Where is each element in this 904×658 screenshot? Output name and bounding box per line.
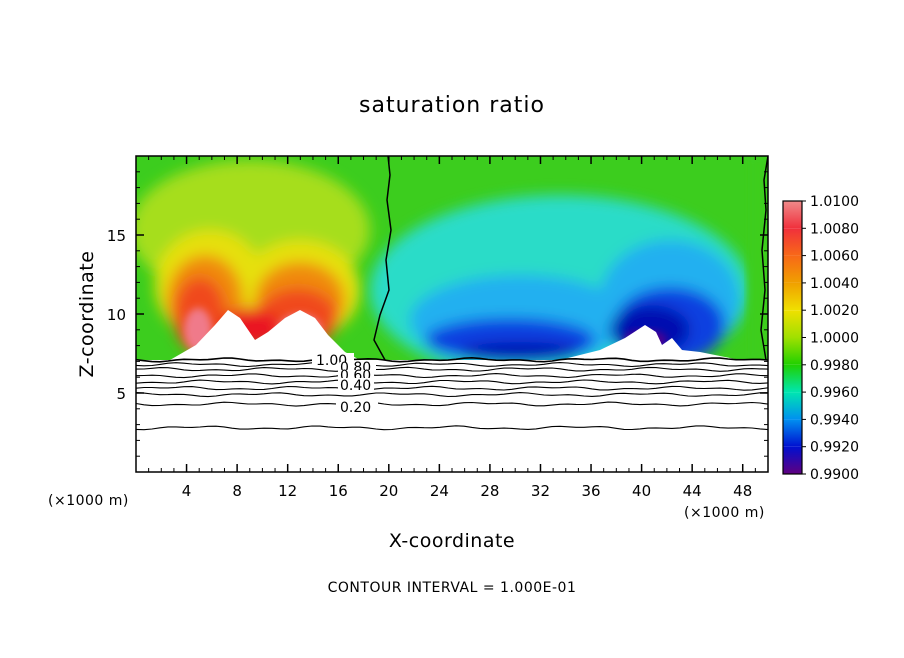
colorbar-label: 1.0020	[810, 303, 859, 319]
colorbar-label: 1.0000	[810, 331, 859, 347]
colorbar-band	[783, 446, 802, 474]
left-region	[136, 156, 390, 360]
x-tick-label: 4	[182, 482, 192, 500]
contour-line	[136, 362, 768, 368]
y-tick-label: 10	[107, 306, 126, 324]
colorbar-label: 0.9900	[810, 467, 859, 483]
contour-line	[136, 425, 768, 431]
x-tick-label: 48	[733, 482, 752, 500]
x-tick-label: 12	[278, 482, 297, 500]
colorbar-label: 1.0080	[810, 221, 859, 237]
contour-line	[136, 366, 768, 372]
y-tick-label: 5	[116, 385, 126, 403]
contour-line	[136, 385, 768, 391]
colorbar-band	[783, 310, 802, 338]
colorbar-label: 0.9940	[810, 412, 859, 428]
colorbar-label: 1.0100	[810, 194, 859, 210]
contour-label: 1.00	[316, 353, 347, 369]
colorbar-band	[783, 255, 802, 283]
colorbar-band	[783, 392, 802, 420]
contour-label: 0.40	[340, 378, 371, 394]
dark-blue-area-2	[460, 342, 580, 362]
x-tick-label: 16	[329, 482, 348, 500]
colorbar-band	[783, 364, 802, 393]
contour-lines	[136, 356, 768, 431]
terrain-bump-left	[170, 310, 360, 360]
colorbar-band	[783, 337, 802, 365]
terrain-bump-right	[560, 325, 740, 360]
colorbar-label: 0.9980	[810, 358, 859, 374]
colorbar-band	[783, 201, 802, 229]
contour-line	[136, 392, 768, 398]
contour-line	[136, 356, 768, 363]
contour-labels: 1.00 0.80 0.60 0.40 0.20	[312, 353, 378, 416]
x-tick-label: 32	[531, 482, 550, 500]
x-axis-label: X-coordinate	[389, 530, 515, 552]
colorbar-band	[783, 228, 802, 256]
contour-line	[136, 401, 768, 407]
contour-interval-note: CONTOUR INTERVAL = 1.000E-01	[328, 580, 577, 596]
x-axis: 4 8 12 16 20 24 28 32 36 40 44 48	[148, 156, 756, 500]
contour-label: 0.20	[340, 400, 371, 416]
lower-region	[136, 360, 768, 472]
x-tick-label: 8	[232, 482, 242, 500]
x-tick-label: 24	[430, 482, 449, 500]
colorbar-label: 1.0040	[810, 276, 859, 292]
colorbar: 1.0100 1.0080 1.0060 1.0040 1.0020 1.0000 0.99…	[782, 194, 859, 483]
y-axis-label: Z-coordinate	[76, 251, 98, 378]
contour-line	[136, 379, 768, 385]
colorbar-band	[783, 282, 802, 311]
colorbar-label: 1.0060	[810, 249, 859, 265]
colorbar-label: 0.9920	[810, 440, 859, 456]
x-unit-left: (×1000 m)	[48, 493, 129, 509]
zero-contour-line-mid	[373, 156, 392, 361]
x-tick-label: 40	[632, 482, 651, 500]
colorbar-label: 0.9960	[810, 385, 859, 401]
contour-line	[136, 373, 768, 379]
y-axis: 5 10 15	[107, 171, 768, 457]
x-tick-label: 36	[581, 482, 600, 500]
zero-contour-line-right	[760, 156, 768, 361]
x-tick-label: 28	[480, 482, 499, 500]
x-unit-right: (×1000 m)	[684, 505, 765, 521]
plot-area: 1.00 0.80 0.60 0.40 0.20	[136, 156, 768, 472]
x-tick-label: 20	[379, 482, 398, 500]
colorbar-band	[783, 419, 802, 447]
x-tick-label: 44	[683, 482, 702, 500]
y-tick-label: 15	[107, 227, 126, 245]
right-region	[370, 156, 768, 385]
chart-title: saturation ratio	[359, 93, 545, 118]
